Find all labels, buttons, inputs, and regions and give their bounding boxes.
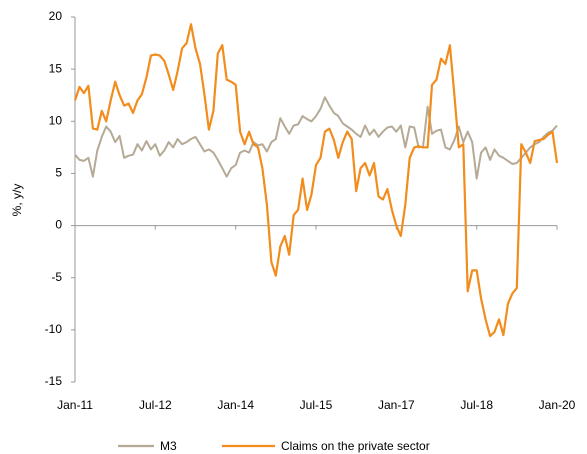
y-tick-label: 20 (49, 9, 63, 23)
x-tick-label: Jan-20 (539, 398, 576, 412)
legend-label: Claims on the private sector (281, 439, 430, 453)
series-line (74, 96, 558, 180)
y-tick-label: 0 (55, 218, 62, 232)
y-tick-label: 10 (49, 113, 63, 127)
series-line (73, 23, 559, 338)
y-tick-label: 5 (55, 166, 62, 180)
y-tick-label: -10 (45, 322, 63, 336)
x-tick-label: Jan-17 (378, 398, 415, 412)
x-tick-label: Jul-12 (139, 398, 172, 412)
x-tick-label: Jan-11 (57, 398, 93, 412)
x-tick-label: Jul-18 (460, 398, 493, 412)
legend-label: M3 (160, 439, 177, 453)
y-tick-label: 15 (49, 61, 63, 75)
y-axis-title: %, y/y (10, 184, 24, 217)
y-tick-label: -15 (45, 374, 63, 388)
x-tick-label: Jan-14 (217, 398, 254, 412)
y-tick-label: -5 (51, 270, 62, 284)
x-tick-label: Jul-15 (300, 398, 333, 412)
